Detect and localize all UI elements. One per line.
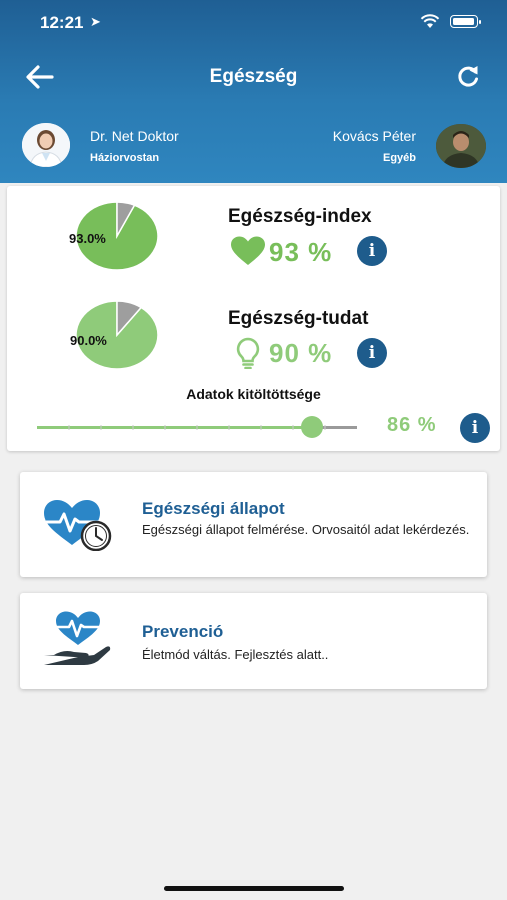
status-time: 12:21	[40, 13, 84, 32]
completeness-slider-ticks	[68, 425, 326, 430]
status-bar: 12:21 ➤	[0, 0, 507, 44]
health-awareness-value: 90 %	[269, 338, 333, 368]
doctor-avatar[interactable]	[22, 123, 70, 167]
health-index-title: Egészség-index	[228, 206, 372, 227]
health-awareness-pie-chart	[75, 300, 159, 370]
menu-title-prevention: Prevenció	[142, 622, 224, 641]
completeness-slider[interactable]	[37, 425, 357, 430]
back-arrow-icon[interactable]	[24, 62, 56, 92]
health-awareness-title: Egészség-tudat	[228, 308, 369, 329]
completeness-value: 86 %	[387, 414, 437, 436]
refresh-icon[interactable]	[455, 63, 481, 91]
health-index-pie-chart	[75, 201, 159, 271]
health-awareness-info-button[interactable]: i	[357, 338, 387, 368]
health-index-info-button[interactable]: i	[357, 236, 387, 266]
health-index-pie-label: 93.0%	[69, 231, 106, 246]
health-summary-card: 93.0% Egészség-index 93 % i 90.0% Egészs…	[7, 186, 500, 451]
battery-icon	[450, 15, 481, 28]
completeness-slider-fill	[37, 426, 313, 429]
patient-role: Egyéb	[382, 152, 416, 164]
doctor-role: Háziorvostan	[90, 152, 160, 164]
menu-card-health-status[interactable]: Egészségi állapot Egészségi állapot felm…	[20, 472, 487, 577]
health-index-pie-slice-remainder	[116, 201, 136, 239]
completeness-slider-thumb[interactable]	[301, 416, 324, 438]
patient-avatar[interactable]	[436, 124, 486, 168]
heart-clock-icon	[44, 500, 112, 551]
header: 12:21 ➤ Egészség Dr. Net Doktor Háziorvo…	[0, 0, 507, 183]
health-awareness-pie-slice-remainder	[116, 300, 143, 337]
completeness-label: Adatok kitöltöttsége	[186, 386, 321, 402]
heart-hand-icon	[44, 611, 111, 665]
wifi-icon	[420, 14, 440, 28]
heart-icon	[231, 236, 265, 265]
lightbulb-icon	[236, 337, 260, 369]
menu-desc-health-status: Egészségi állapot felmérése. Orvosaitól …	[142, 522, 470, 537]
health-awareness-pie-label: 90.0%	[70, 333, 107, 348]
patient-name: Kovács Péter	[332, 128, 416, 144]
doctor-name: Dr. Net Doktor	[90, 128, 179, 144]
home-indicator[interactable]	[164, 886, 344, 891]
health-index-value: 93 %	[269, 237, 333, 267]
completeness-info-button[interactable]: i	[460, 413, 490, 443]
menu-card-prevention[interactable]: Prevenció Életmód váltás. Fejlesztés ala…	[20, 593, 487, 689]
menu-title-health-status: Egészségi állapot	[142, 499, 285, 518]
menu-desc-prevention: Életmód váltás. Fejlesztés alatt..	[142, 647, 329, 662]
location-arrow-icon: ➤	[90, 14, 101, 29]
page-title: Egészség	[209, 66, 298, 87]
